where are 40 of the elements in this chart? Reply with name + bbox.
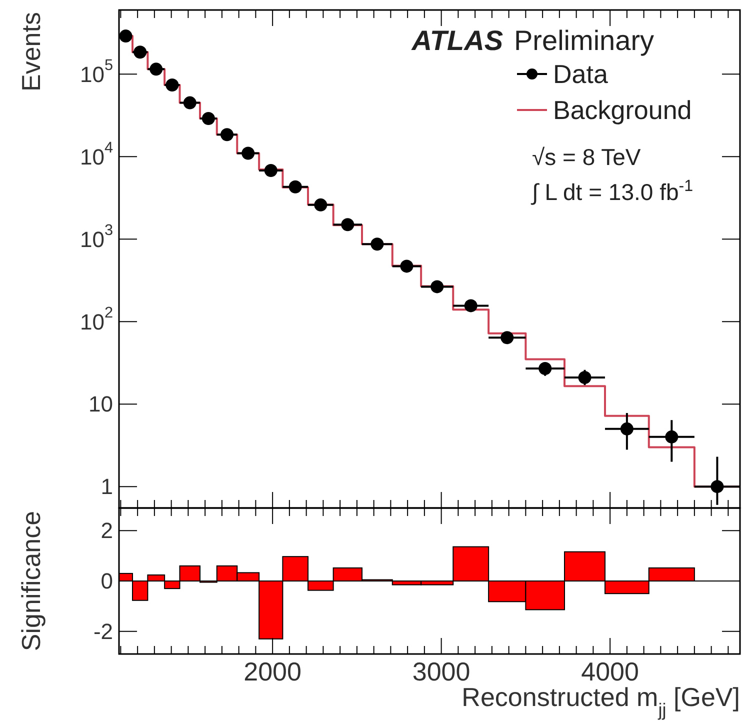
point [264,164,278,177]
point [665,430,678,444]
legend-label: Data [553,59,608,89]
point [710,480,724,494]
point [370,238,384,251]
point [202,112,215,126]
point [183,96,196,110]
point [119,30,132,43]
annotation: Preliminary [514,25,654,56]
point [314,198,328,212]
annotation: ∫ L dt = 13.0 fb$^{-1}$ [530,177,694,205]
y-tick-label: 10$^{5}$ [80,57,113,87]
point [538,362,552,376]
y-tick-label: 10$^{4}$ [80,140,114,170]
point [134,46,147,59]
x-tick-label: 2000 [244,656,302,686]
point [242,146,255,160]
point [150,62,163,76]
y-tick-label: 10 [88,392,113,417]
legend-label: Background [553,95,692,125]
point [500,331,514,344]
point [464,299,478,312]
y-tick-label: 2 [100,518,113,544]
point [220,128,234,142]
annotation: √s = 8 TeV [532,144,642,170]
point [341,218,354,232]
y-tick-label: 0 [100,568,113,594]
point [400,260,414,273]
point [288,180,302,194]
point [620,422,634,436]
y-axis-title: Events [16,12,46,92]
point [578,371,592,384]
annotation: ATLAS [410,25,504,56]
y-tick-label: 10$^{2}$ [80,304,113,334]
point [166,78,179,92]
y-tick-label: 1 [100,474,113,500]
point [430,280,444,294]
y-axis-title: Significance [16,510,46,652]
y-tick-label: -2 [93,618,113,644]
y-tick-label: 10$^{3}$ [80,222,113,252]
